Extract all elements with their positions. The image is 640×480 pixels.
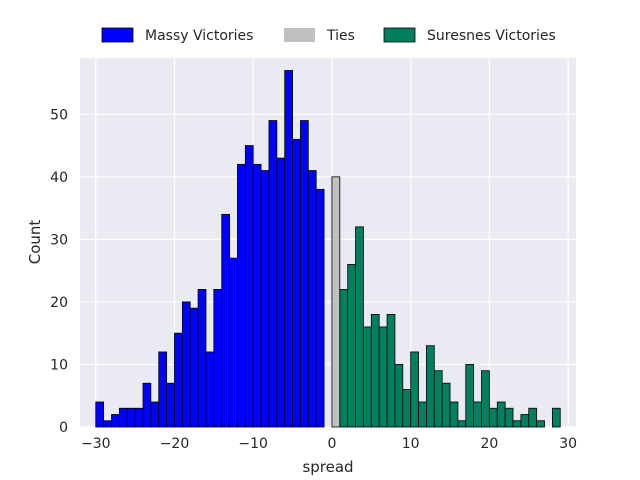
histogram-bar	[189, 307, 199, 428]
y-tick-label: 30	[50, 232, 68, 248]
y-tick-label: 0	[59, 420, 68, 436]
histogram-bar	[181, 301, 191, 428]
histogram-bar	[441, 382, 451, 428]
histogram-bar	[363, 326, 372, 428]
histogram-bar	[426, 345, 435, 428]
histogram-bar	[496, 401, 506, 428]
legend-label: Suresnes Victories	[427, 28, 556, 44]
histogram-bar	[331, 176, 341, 428]
legend-swatch	[284, 28, 315, 42]
histogram-bar	[457, 420, 467, 428]
bars	[95, 70, 561, 428]
histogram-bar	[111, 414, 120, 428]
histogram-bar	[307, 170, 317, 428]
x-tick-label: −20	[160, 436, 190, 452]
histogram-bar	[118, 407, 128, 428]
histogram-bar	[142, 382, 152, 428]
histogram-bar	[355, 226, 364, 428]
histogram-bar	[520, 414, 530, 428]
histogram-bar	[134, 407, 144, 428]
histogram-bar	[410, 351, 419, 428]
legend-swatch	[383, 27, 416, 43]
histogram-bar	[252, 163, 262, 428]
y-tick-label: 40	[50, 170, 68, 186]
legend-label: Ties	[326, 28, 355, 44]
legend-swatch	[101, 27, 134, 43]
legend-label: Massy Victories	[145, 28, 253, 44]
y-tick-label: 20	[50, 295, 68, 311]
histogram-bar	[465, 364, 475, 428]
histogram-bar	[347, 263, 356, 428]
y-tick-label: 10	[50, 357, 68, 373]
histogram-bar	[166, 382, 175, 428]
histogram-bar	[402, 389, 412, 428]
x-tick-label: 10	[402, 436, 420, 452]
histogram-bar	[150, 401, 160, 428]
histogram-bar	[276, 157, 286, 428]
histogram-bar	[370, 314, 380, 428]
x-tick-label: −30	[81, 436, 111, 452]
y-tick-label: 50	[50, 107, 68, 123]
histogram-bar	[481, 370, 490, 428]
histogram-bar	[339, 289, 349, 428]
histogram-bar	[528, 407, 538, 428]
histogram-bar	[378, 326, 388, 428]
histogram-bar	[197, 289, 207, 428]
series-0	[95, 70, 325, 428]
x-axis-label: spread	[302, 458, 353, 476]
histogram-bar	[205, 351, 215, 428]
histogram-bar	[158, 351, 168, 428]
legend: Massy Victories Ties Suresnes Victories	[101, 27, 556, 44]
histogram-bar	[229, 257, 238, 428]
histogram-bar	[418, 401, 427, 428]
histogram-bar	[237, 163, 246, 428]
histogram-bar	[213, 289, 223, 428]
histogram-bar	[292, 138, 301, 428]
x-tick-labels: −30 −20 −10 0 10 20 30	[81, 436, 577, 452]
histogram-bar	[449, 401, 459, 428]
y-tick-labels: 0 10 20 30 40 50	[50, 107, 68, 436]
plot-area	[80, 58, 576, 427]
histogram-bar	[504, 407, 514, 428]
y-axis-label: Count	[26, 220, 44, 265]
histogram-bar	[433, 370, 443, 428]
histogram-bar	[126, 407, 136, 428]
grid	[80, 58, 576, 428]
series-2	[339, 226, 561, 428]
histogram-bar	[221, 213, 230, 428]
histogram-bar	[260, 170, 270, 428]
histogram-bar	[536, 420, 545, 428]
histogram-bar	[315, 188, 325, 428]
histogram-bar	[488, 407, 498, 428]
histogram-bar	[284, 70, 293, 428]
histogram-bar	[300, 120, 309, 428]
x-tick-label: −10	[238, 436, 268, 452]
histogram-bar	[551, 407, 561, 428]
histogram-bar	[394, 364, 404, 428]
x-tick-label: 30	[559, 436, 577, 452]
histogram-bar	[473, 401, 482, 428]
histogram-bar	[174, 332, 183, 428]
x-tick-label: 20	[480, 436, 498, 452]
histogram-bar	[95, 401, 105, 428]
histogram-bar	[268, 120, 278, 428]
histogram-bar	[512, 420, 522, 428]
x-tick-label: 0	[327, 436, 336, 452]
histogram-bar	[386, 314, 396, 428]
histogram-bar	[103, 420, 112, 428]
series-1	[331, 176, 341, 428]
histogram-bar	[244, 145, 254, 428]
